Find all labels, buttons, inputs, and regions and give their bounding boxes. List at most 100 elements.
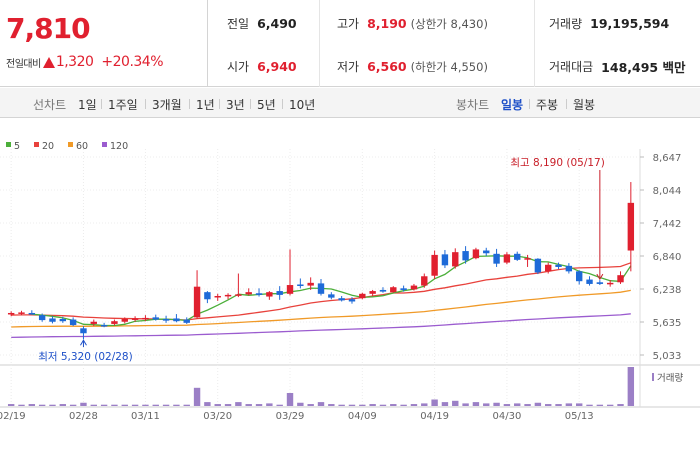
volume-bar <box>183 404 190 406</box>
x-tick-label: 03/20 <box>203 411 232 422</box>
legend-swatch-20 <box>34 142 39 147</box>
tab-3m[interactable]: 3개월 <box>152 98 182 112</box>
tab-1w[interactable]: 1주일 <box>108 98 138 112</box>
tab-3y[interactable]: 3년 <box>226 98 245 112</box>
y-tick-label: 6,238 <box>653 285 682 296</box>
change-value: 1,320 <box>55 54 94 70</box>
volume-legend-label: 거래량 <box>657 372 683 384</box>
candle-body <box>69 319 77 326</box>
volume-bar <box>235 402 242 406</box>
y-tick-label: 5,635 <box>653 318 682 329</box>
tab-5y[interactable]: 5년 <box>257 98 276 112</box>
candle-body <box>514 253 521 260</box>
tab-divider <box>566 99 567 109</box>
prev-close-cell: 전일 6,490 <box>227 2 297 45</box>
tab-divider <box>529 99 530 109</box>
legend-label-20: 20 <box>42 141 54 152</box>
ma-line-5 <box>31 255 632 327</box>
volume-legend-swatch <box>652 373 654 381</box>
y-tick-label: 7,442 <box>653 219 682 230</box>
y-tick-label: 5,033 <box>653 351 682 362</box>
candle-body <box>441 254 449 266</box>
volume-bar <box>111 404 118 406</box>
volume-bar <box>121 404 128 406</box>
candle-body <box>328 294 335 298</box>
volume-bar <box>514 403 521 406</box>
volume-bar <box>493 402 500 406</box>
chart-annotations: 최고 8,190 (05/17) 최저 5,320 (02/28) <box>38 157 605 363</box>
volume-bar <box>596 404 604 406</box>
tab-1y[interactable]: 1년 <box>196 98 215 112</box>
amount-value: 148,495 백만 <box>601 60 686 75</box>
tab-weekly[interactable]: 주봉 <box>536 98 559 112</box>
volume-bar <box>266 403 273 406</box>
candle-body <box>286 285 294 294</box>
candle-body <box>7 312 15 315</box>
volume-bar <box>90 404 97 406</box>
chart-axes: 8,647 8,044 7,442 6,840 6,238 5,635 5,033 02/19… <box>0 153 681 422</box>
candle-body <box>452 252 459 267</box>
x-tick-label: 04/30 <box>492 411 521 422</box>
divider <box>319 0 320 87</box>
tab-divider <box>250 99 251 109</box>
volume-bar <box>286 393 294 406</box>
candle-body <box>617 275 624 283</box>
high-cell: 고가 8,190 (상한가 8,430) <box>337 2 488 45</box>
candle-body <box>59 319 67 322</box>
tab-1d[interactable]: 1일 <box>78 98 97 112</box>
volume-bar <box>204 402 211 406</box>
x-tick-label: 04/19 <box>420 411 449 422</box>
price-box: 7,810 전일대비 1,320 +20.34% <box>0 0 208 87</box>
volume-bar <box>617 404 624 406</box>
volume-value: 19,195,594 <box>590 16 670 31</box>
volume-bar <box>38 404 46 406</box>
volume-bar <box>193 387 201 406</box>
candle-body <box>193 286 201 318</box>
candle-body <box>431 254 438 276</box>
high-label: 고가 <box>337 17 360 31</box>
candle-body <box>524 258 531 260</box>
candle-body <box>183 319 190 323</box>
change-label: 전일대비 <box>6 58 41 70</box>
x-tick-label: 02/28 <box>69 411 98 422</box>
volume-bar <box>348 404 356 406</box>
volume-label: 거래량 <box>549 17 583 31</box>
volume-cell: 거래량 19,195,594 <box>549 2 669 45</box>
amount-label: 거래대금 <box>549 60 594 74</box>
candle-body <box>379 289 387 292</box>
tab-divider <box>189 99 190 109</box>
open-label: 시가 <box>227 60 250 74</box>
chart-grid <box>0 149 700 408</box>
prev-close-label: 전일 <box>227 17 250 31</box>
tab-daily[interactable]: 일봉 <box>501 98 524 112</box>
volume-bar <box>100 404 108 406</box>
volume-bar <box>142 404 149 406</box>
volume-bar <box>379 404 387 406</box>
volume-bar <box>565 403 573 406</box>
volume-bar <box>80 402 87 406</box>
volume-bar <box>297 402 304 406</box>
volume-bar <box>483 403 490 406</box>
volume-bar <box>627 367 635 406</box>
volume-bar <box>586 404 593 406</box>
volume-bar <box>307 404 314 406</box>
candle-body <box>28 312 36 315</box>
tab-10y[interactable]: 10년 <box>289 98 316 112</box>
candle-body <box>596 282 604 284</box>
legend-label-5: 5 <box>14 141 20 152</box>
legend-label-120: 120 <box>110 141 128 152</box>
amount-cell: 거래대금 148,495 백만 <box>549 45 685 88</box>
tab-monthly[interactable]: 월봉 <box>573 98 596 112</box>
volume-bar <box>524 404 531 406</box>
volume-bar <box>431 399 438 406</box>
high-arrow-icon <box>596 273 604 281</box>
candle-body <box>390 287 397 293</box>
volume-bar <box>49 404 56 406</box>
low-annotation: 최저 5,320 (02/28) <box>38 351 133 363</box>
ma-line-120 <box>11 313 631 339</box>
volume-bar <box>173 404 180 406</box>
volume-bar <box>545 404 552 406</box>
volume-bar <box>69 404 77 406</box>
legend-swatch-120 <box>102 142 107 147</box>
candle-body <box>575 271 583 282</box>
